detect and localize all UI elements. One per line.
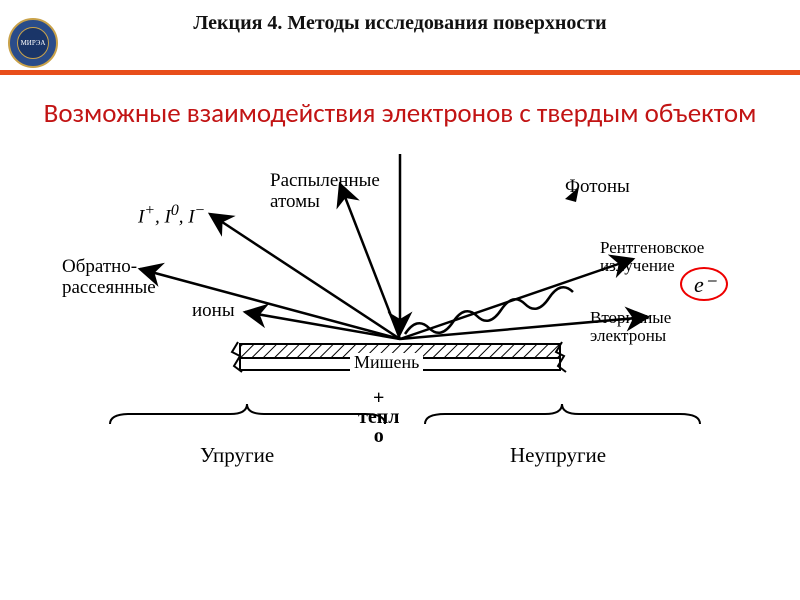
mirea-logo: МИРЭА bbox=[8, 18, 58, 68]
label-ions: ионы bbox=[192, 301, 235, 322]
label-sputtered-atoms: Распыленныеатомы bbox=[270, 171, 380, 213]
interaction-diagram: Распыленныеатомы I+, I0, I− Обратно-расс… bbox=[40, 139, 760, 499]
label-elastic: Упругие bbox=[200, 444, 274, 467]
label-photons: Фотоны bbox=[565, 177, 630, 198]
label-heat: +тепло bbox=[358, 389, 399, 446]
label-ion-charges: I+, I0, I− bbox=[138, 202, 205, 228]
slide-header: МИРЭА Лекция 4. Методы исследования пове… bbox=[0, 0, 800, 75]
logo-text: МИРЭА bbox=[17, 27, 49, 59]
label-backscattered: Обратно-рассеянные bbox=[62, 257, 156, 299]
electron-highlight-circle bbox=[680, 267, 728, 301]
label-target: Мишень bbox=[350, 353, 423, 373]
label-secondary-electrons: Вторичныеэлектроны bbox=[590, 309, 671, 346]
label-inelastic: Heупругие bbox=[510, 444, 606, 467]
lecture-title: Лекция 4. Методы исследования поверхност… bbox=[0, 0, 800, 35]
slide-title: Возможные взаимодействия электронов с тв… bbox=[40, 97, 760, 131]
